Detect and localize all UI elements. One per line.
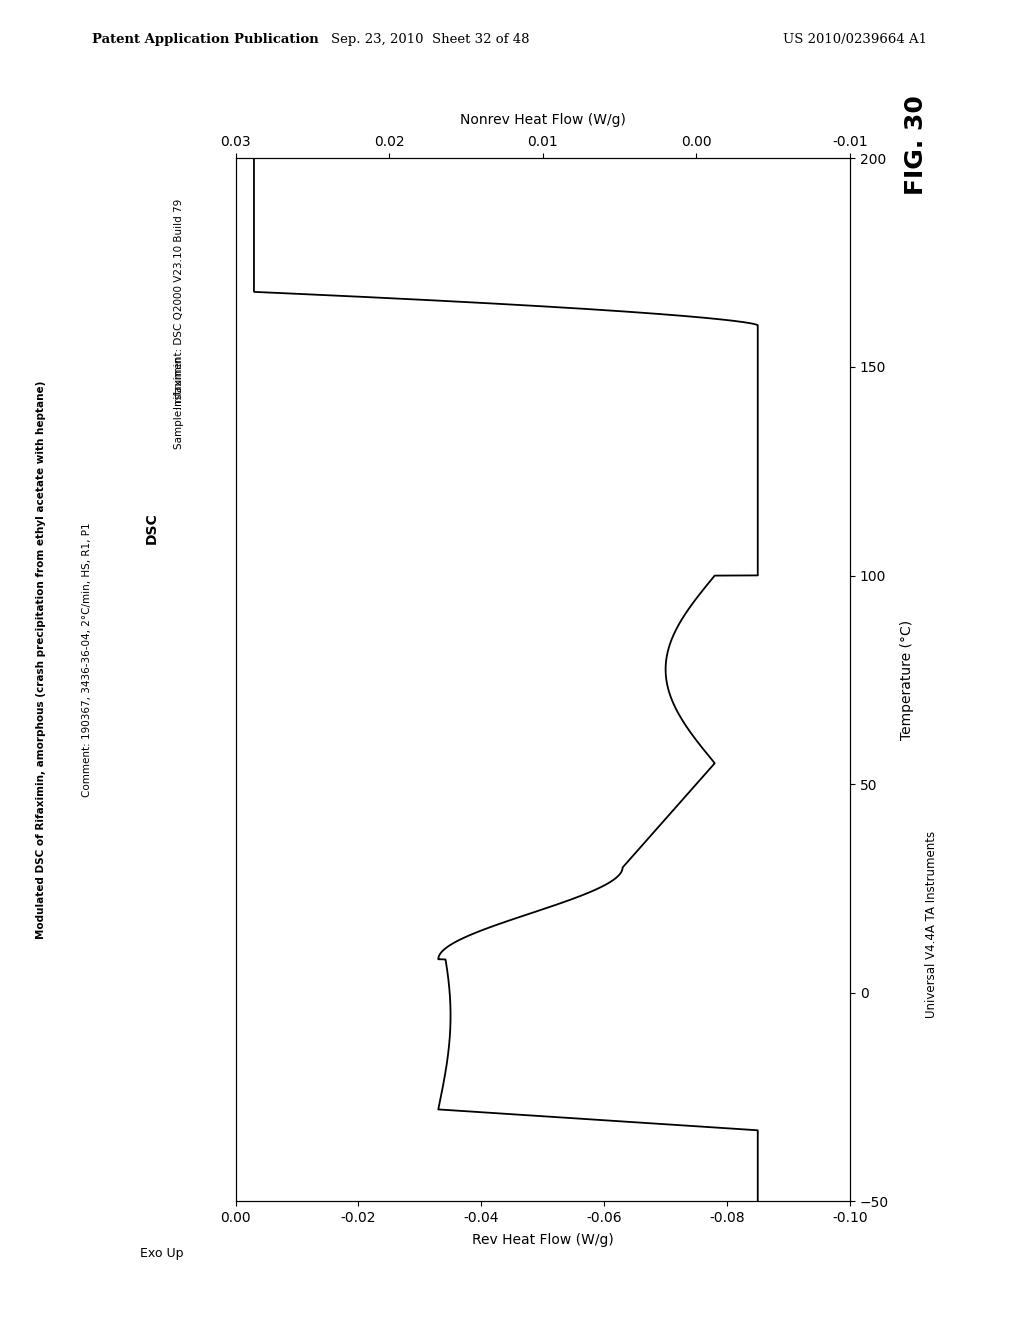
Y-axis label: Temperature (°C): Temperature (°C) bbox=[900, 619, 913, 741]
Text: Universal V4.4A TA Instruments: Universal V4.4A TA Instruments bbox=[926, 830, 938, 1018]
X-axis label: Rev Heat Flow (W/g): Rev Heat Flow (W/g) bbox=[472, 1233, 613, 1247]
Text: Instrument: DSC Q2000 V23.10 Build 79: Instrument: DSC Q2000 V23.10 Build 79 bbox=[174, 198, 184, 409]
Text: Patent Application Publication: Patent Application Publication bbox=[92, 33, 318, 46]
Text: Sample: rifaximin: Sample: rifaximin bbox=[174, 356, 184, 449]
Text: Comment: 190367, 3436-36-04, 2°C/min, HS, R1, P1: Comment: 190367, 3436-36-04, 2°C/min, HS… bbox=[82, 523, 92, 797]
Text: Modulated DSC of Rifaximin, amorphous (crash precipitation from ethyl acetate wi: Modulated DSC of Rifaximin, amorphous (c… bbox=[36, 380, 46, 940]
Text: Sep. 23, 2010  Sheet 32 of 48: Sep. 23, 2010 Sheet 32 of 48 bbox=[331, 33, 529, 46]
Text: US 2010/0239664 A1: US 2010/0239664 A1 bbox=[783, 33, 927, 46]
Text: FIG. 30: FIG. 30 bbox=[904, 95, 929, 195]
Text: DSC: DSC bbox=[144, 512, 159, 544]
X-axis label: Nonrev Heat Flow (W/g): Nonrev Heat Flow (W/g) bbox=[460, 112, 626, 127]
Text: Exo Up: Exo Up bbox=[140, 1247, 183, 1259]
